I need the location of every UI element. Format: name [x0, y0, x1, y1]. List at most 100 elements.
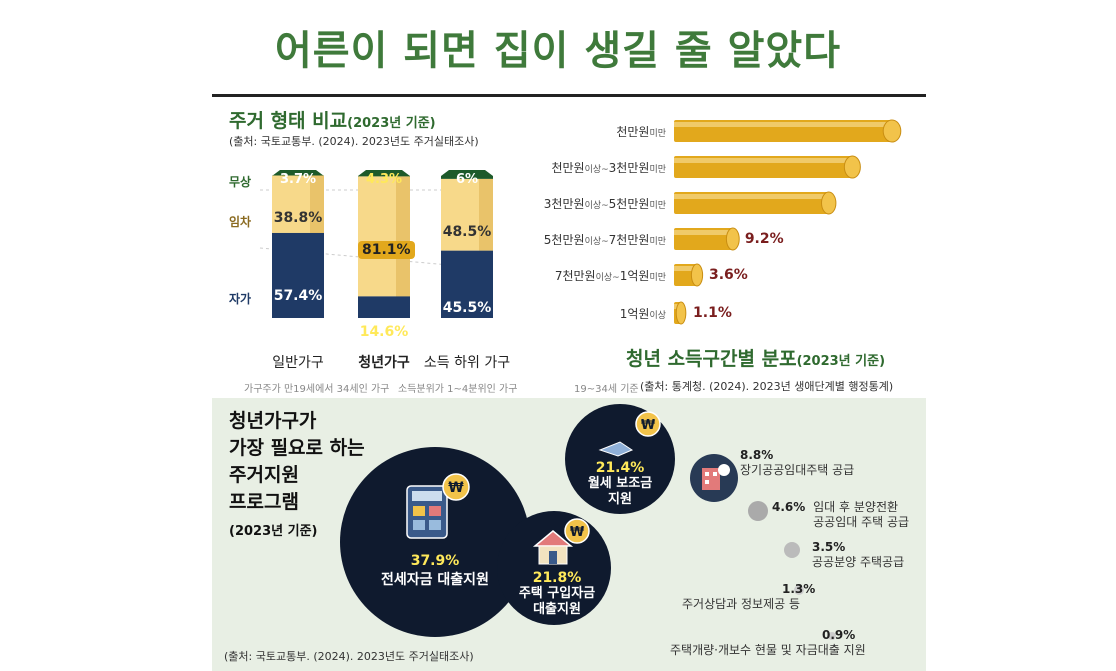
label-rent-to-own: 4.6% 임대 후 분양전환 공공임대 주택 공급	[772, 500, 909, 530]
youth-rent-label: 81.1%	[358, 241, 415, 259]
income-label-1-part-1: 이상~	[584, 165, 609, 175]
income-coin-2	[821, 191, 837, 215]
income-chart-svg	[674, 119, 902, 325]
legend-free: 무상	[229, 175, 252, 189]
label-repair-value: 0.9%	[822, 628, 856, 642]
bar-own-1	[358, 296, 410, 318]
label-repair: 0.9% 주택개량·개보수 현물 및 자금대출 지원	[670, 628, 866, 658]
general-free-label: 3.7%	[279, 172, 317, 187]
bubble-repair	[828, 632, 836, 640]
income-label-1-part-2: 3천만원	[608, 161, 650, 175]
programs-bubble-svg: ₩ ₩ ₩	[340, 404, 836, 640]
income-bar-highlight-1	[674, 158, 853, 163]
bar-free-1	[358, 170, 410, 177]
label-consult: 1.3% 주거상담과 정보제공 등	[682, 582, 815, 612]
income-label-4-part-1: 이상~	[595, 273, 620, 283]
income-label-3-part-3: 미만	[649, 237, 666, 247]
income-label-4: 7천만원이상~1억원미만	[480, 267, 666, 284]
programs-title-line4: 프로그램	[229, 491, 299, 513]
bar-rent-shade-0	[310, 175, 324, 233]
label-jeonse-value: 37.9%	[410, 553, 460, 569]
income-label-4-part-3: 미만	[649, 273, 666, 283]
label-repair-text: 주택개량·개보수 현물 및 자금대출 지원	[670, 643, 866, 657]
bar-free-2	[441, 170, 493, 179]
low-rent-label: 48.5%	[442, 224, 492, 240]
label-purchase-text: 주택 구입자금	[518, 586, 596, 601]
label-purchase-value: 21.8%	[532, 570, 582, 586]
housing-source: (출처: 국토교통부. (2024). 2023년도 주거실태조사)	[229, 135, 479, 148]
label-purchase: 21.8% 주택 구입자금 대출지원	[497, 570, 617, 618]
income-label-4-part-2: 1억원	[619, 269, 650, 283]
low-own-label: 45.5%	[442, 300, 492, 316]
youth-own-label: 14.6%	[359, 324, 409, 340]
programs-title-line3: 주거지원	[229, 464, 299, 486]
income-label-0-part-1: 미만	[649, 129, 666, 139]
income-title-text: 청년 소득구간별 분포	[626, 348, 797, 370]
income-bar-highlight-3	[674, 230, 733, 235]
bar-group-youth: 4.3% 81.1% 14.6%	[358, 172, 415, 340]
bubble-consult	[794, 585, 804, 595]
cat-youth: 청년가구	[358, 355, 410, 371]
housing-chart-svg	[259, 170, 493, 318]
youth-rent-value: 81.1%	[358, 241, 415, 259]
label-monthly-value: 21.4%	[595, 460, 645, 476]
income-label-4-part-0: 7천만원	[554, 269, 596, 283]
income-label-2-part-3: 미만	[649, 201, 666, 211]
income-label-3-part-0: 5천만원	[543, 233, 585, 247]
income-title-year: (2023년 기준)	[796, 354, 886, 369]
label-rent-to-own-line2: 공공임대 주택 공급	[813, 515, 910, 529]
svg-text:₩: ₩	[448, 480, 464, 496]
legend-own: 자가	[229, 292, 252, 306]
svg-text:₩: ₩	[641, 418, 656, 433]
income-value-4: 3.6%	[709, 267, 748, 283]
label-public-rental: 8.8% 장기공공임대주택 공급	[740, 448, 854, 478]
income-label-3: 5천만원이상~7천만원미만	[480, 231, 666, 248]
low-free-label: 6%	[455, 172, 479, 187]
title-divider	[212, 94, 926, 97]
income-value-5: 1.1%	[693, 305, 732, 321]
cat-general: 일반가구	[272, 355, 324, 371]
income-coin-3	[725, 227, 740, 251]
income-label-0: 천만원미만	[480, 123, 666, 140]
income-label-5: 1억원이상	[480, 305, 666, 322]
svg-text:₩: ₩	[570, 525, 585, 540]
label-jeonse-text: 전세자금 대출지원	[381, 572, 489, 588]
label-public-sale-value: 3.5%	[812, 540, 846, 554]
label-monthly: 21.4% 월세 보조금 지원	[565, 460, 675, 508]
page-title: 어른이 되면 집이 생길 줄 알았다	[274, 28, 842, 74]
bar-rent-shade-2	[479, 178, 493, 251]
income-label-1-part-3: 미만	[649, 165, 666, 175]
income-label-1-part-0: 천만원	[551, 161, 585, 175]
legend-rent: 임차	[229, 215, 252, 229]
programs-title-year: (2023년 기준)	[229, 524, 318, 539]
general-rent-label: 38.8%	[273, 210, 323, 226]
housing-title: 주거 형태 비교(2023년 기준)	[229, 106, 436, 133]
income-label-2: 3천만원이상~5천만원미만	[480, 195, 666, 212]
programs-source: (출처: 국토교통부. (2024). 2023년도 주거실태조사)	[224, 650, 474, 663]
bar-own-0	[272, 232, 324, 318]
income-bar-highlight-2	[674, 194, 829, 199]
won-coin-icon: ₩	[442, 473, 470, 501]
bubble-rent-to-own	[748, 501, 768, 521]
income-label-2-part-1: 이상~	[584, 201, 609, 211]
calculator-icon	[406, 485, 448, 539]
income-bar-highlight-0	[674, 122, 892, 127]
youth-free-label: 4.3%	[365, 172, 403, 187]
bar-own-2	[441, 250, 493, 318]
label-jeonse: 37.9% 전세자금 대출지원	[340, 553, 530, 589]
cat-low-note: 소득분위가 1~4분위인 가구	[398, 384, 518, 395]
income-title: 청년 소득구간별 분포(2023년 기준)	[626, 344, 885, 371]
cat-general-note: 가구주가 만19세에서 34세인 가구	[244, 384, 390, 395]
income-source: (출처: 통계청. (2024). 2023년 생애단계별 행정통계)	[640, 380, 894, 393]
label-rent-to-own-line1: 임대 후 분양전환	[813, 500, 899, 514]
bar-free-0	[272, 170, 324, 176]
income-label-3-part-1: 이상~	[584, 237, 609, 247]
label-monthly-text2: 지원	[608, 492, 632, 507]
income-coin-4	[690, 263, 704, 287]
income-coin-0	[882, 119, 902, 143]
label-rent-to-own-value: 4.6%	[772, 500, 806, 514]
income-bar-highlight-4	[674, 266, 698, 271]
label-public-rental-text: 장기공공임대주택 공급	[740, 463, 855, 477]
housing-title-text: 주거 형태 비교	[229, 110, 348, 132]
programs-title-line2: 가장 필요로 하는	[229, 437, 365, 459]
